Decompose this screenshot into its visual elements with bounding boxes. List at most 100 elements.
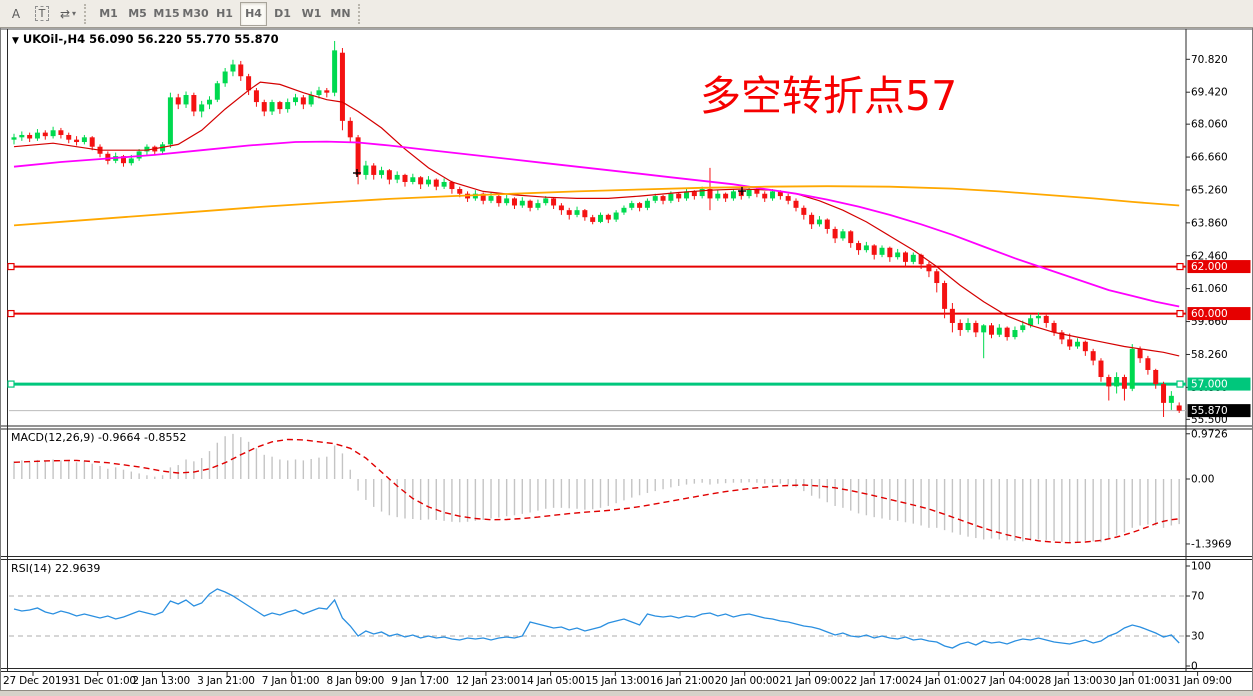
candle-up — [1028, 318, 1034, 326]
candle-up — [128, 158, 134, 164]
candle-down — [676, 193, 682, 199]
candle-down — [27, 134, 33, 139]
candle-down — [1106, 377, 1112, 387]
candle-down — [527, 200, 533, 208]
price-tick-label: 69.420 — [1191, 87, 1228, 99]
time-axis-label: 31 Jan 09:00 — [1167, 675, 1232, 687]
candle-up — [504, 198, 510, 204]
timeframe-button-h4[interactable]: H4 — [240, 1, 267, 26]
candle-down — [934, 271, 940, 284]
price-level-badge-text: 62.000 — [1191, 261, 1228, 273]
symbol-dropdown-icon[interactable]: ▼ — [12, 36, 19, 46]
candle-down — [277, 102, 283, 110]
rsi-tick-label: 70 — [1191, 591, 1204, 603]
ma-mid-magenta-line — [13, 140, 1180, 308]
candle-down — [1137, 348, 1143, 359]
candle-down — [1004, 327, 1010, 338]
candle-down — [832, 228, 838, 239]
candle-down — [1161, 384, 1167, 403]
objects-tool-button[interactable]: ⇄ ▾ — [59, 6, 77, 21]
candle-up — [668, 193, 674, 201]
candle-up — [910, 254, 916, 262]
candle-up — [965, 322, 971, 331]
price-level-badge — [1187, 377, 1251, 391]
candle-up — [879, 247, 885, 255]
candle-down — [261, 102, 267, 112]
macd-signal-line — [13, 438, 1180, 544]
timeframe-button-m1[interactable]: M1 — [99, 7, 118, 20]
candle-up — [684, 191, 690, 199]
candle-down — [457, 189, 463, 194]
rsi-tick-label: 0 — [1191, 661, 1198, 673]
candle-down — [942, 283, 948, 309]
candle-up — [1012, 330, 1018, 338]
candle-down — [605, 214, 611, 220]
candle-down — [89, 137, 95, 147]
candle-down — [1067, 339, 1073, 347]
toolbar-grip[interactable] — [358, 3, 363, 24]
candle-up — [425, 179, 431, 185]
time-axis-label: 27 Jan 04:00 — [973, 675, 1038, 687]
candle-up — [144, 146, 150, 152]
toolbar-grip[interactable] — [84, 3, 89, 24]
candle-down — [848, 231, 854, 244]
candle-down — [793, 200, 799, 208]
price-level-handle[interactable] — [1176, 262, 1184, 271]
candle-down — [120, 156, 126, 164]
rsi-line — [13, 588, 1180, 649]
candle-down — [1090, 351, 1096, 361]
candle-down — [887, 247, 893, 258]
candle-up — [816, 219, 822, 225]
candle-down — [238, 64, 244, 77]
price-tick-label: 58.260 — [1191, 349, 1228, 361]
candle-up — [1114, 377, 1120, 387]
candle-up — [379, 170, 385, 175]
candle-up — [363, 165, 369, 175]
candle-down — [253, 90, 259, 103]
candle-down — [496, 196, 502, 204]
candle-down — [949, 308, 955, 323]
candle-up — [269, 102, 275, 112]
candle-down — [1176, 405, 1182, 411]
candle-up — [1129, 348, 1135, 389]
timeframe-button-m30[interactable]: M30 — [182, 7, 209, 20]
timeframe-button-m15[interactable]: M15 — [153, 7, 180, 20]
time-axis-label: 24 Jan 01:00 — [908, 675, 973, 687]
timeframe-button-m5[interactable]: M5 — [128, 7, 147, 20]
price-level-handle[interactable] — [1176, 309, 1184, 318]
time-axis[interactable]: 27 Dec 2019 31 Dec 01:00 2 Jan 13:00 3 Jan … — [0, 675, 1253, 690]
candle-down — [856, 243, 862, 251]
timeframe-button-mn[interactable]: MN — [330, 7, 351, 20]
candle-down — [449, 181, 455, 190]
toolbar: A T ⇄ ▾ M1 M5 M15 M30 H1 H4 D1 W1 MN — [0, 0, 1253, 28]
font-tool-button[interactable]: A — [11, 6, 21, 21]
chart-title: ▼ UKOil-,H4 56.090 56.220 55.770 55.870 — [12, 32, 279, 46]
ma-slow-orange-line — [13, 185, 1180, 227]
text-tool-button[interactable]: T — [30, 2, 54, 26]
time-axis-label: 31 Dec 01:00 — [67, 675, 136, 687]
candle-down — [191, 95, 197, 112]
candle-down — [871, 245, 877, 255]
candle-up — [34, 132, 40, 139]
timeframe-button-w1[interactable]: W1 — [301, 7, 322, 20]
rsi-indicator-label: RSI(14) 22.9639 — [11, 562, 101, 575]
candle-up — [840, 231, 846, 239]
price-tick-label: 65.260 — [1191, 184, 1228, 196]
price-level-handle[interactable] — [7, 309, 15, 318]
candle-down — [957, 322, 963, 331]
candle-up — [230, 64, 236, 72]
candle-down — [551, 198, 557, 206]
candle-down — [989, 325, 994, 335]
timeframe-button-h1[interactable]: H1 — [216, 7, 233, 20]
candle-up — [214, 83, 220, 100]
timeframe-button-d1[interactable]: D1 — [274, 7, 291, 20]
price-level-handle[interactable] — [7, 380, 15, 388]
candle-down — [1145, 358, 1151, 370]
time-axis-label: 3 Jan 21:00 — [197, 675, 255, 687]
price-level-handle[interactable] — [7, 262, 15, 271]
price-level-handle[interactable] — [1176, 380, 1184, 388]
candle-up — [519, 200, 525, 206]
time-axis-label: 21 Jan 09:00 — [779, 675, 844, 687]
chart-annotation-text[interactable]: 多空转折点57 — [700, 72, 958, 120]
